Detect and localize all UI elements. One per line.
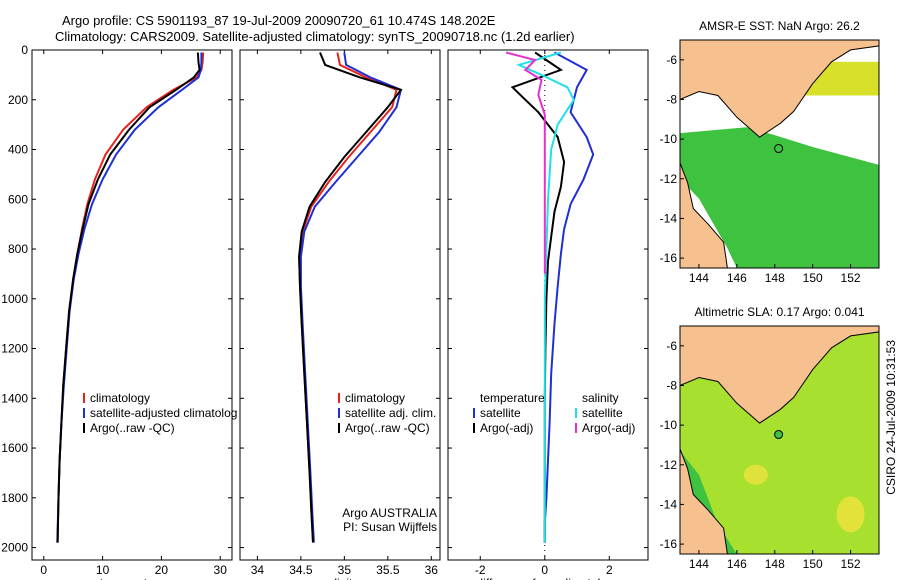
map-x-tick-label-0-0: 144 [689,271,709,285]
x-tick-label-0-2: 20 [155,563,169,577]
map-y-tick-label-0-1: -8 [666,92,677,106]
y-tick-label-8: 1600 [1,441,28,455]
series-line-2-3 [505,51,546,274]
series-line-2-2 [516,51,575,543]
map-y-tick-label-1-4: -14 [660,497,678,511]
series-line-0-2 [56,52,201,543]
map-y-tick-label-0-3: -12 [660,172,678,186]
map-x-tick-label-0-4: 152 [841,271,861,285]
series-line-1-0 [298,52,398,543]
sal-legend-label-2: Argo(..raw -QC) [345,421,430,435]
title-line-1: Argo profile: CS 5901193_87 19-Jul-2009 … [62,13,496,28]
y-tick-label-6: 1200 [1,342,28,356]
y-tick-label-1: 200 [8,93,28,107]
map-y-tick-label-0-5: -16 [660,251,678,265]
australia-land-1 [679,448,728,555]
argo-float-marker-0 [774,144,784,154]
temp-legend-label-0: climatology [90,391,150,405]
new-guinea-land-1 [679,325,880,424]
map-x-tick-label-1-0: 144 [689,557,709,571]
x-tick-label-0-1: 10 [96,563,110,577]
series-line-0-0 [56,52,205,543]
sla-yellow-blob [836,496,865,533]
diff-temp-legend-label-2: Argo(-adj) [480,421,533,435]
sla-yellow-blob-2 [743,464,768,485]
y-tick-label-10: 2000 [1,541,28,555]
series-line-0-1 [56,52,203,543]
y-tick-label-7: 1400 [1,391,28,405]
map-frame-1 [679,325,880,555]
map-y-tick-label-1-2: -10 [660,418,678,432]
plot-frame-0 [31,49,233,561]
map-x-tick-label-0-1: 146 [727,271,747,285]
y-tick-label-9: 1800 [1,491,28,505]
map-x-tick-label-1-3: 150 [803,557,823,571]
map-y-tick-label-0-2: -10 [660,132,678,146]
map-y-tick-label-1-0: -6 [666,339,677,353]
map-x-tick-label-0-3: 150 [803,271,823,285]
series-line-1-1 [299,52,403,543]
pi-name-label: PI: Susan Wijffels [343,520,437,534]
series-line-2-0 [543,51,595,543]
diff-temp-legend-label-1: satellite [480,406,521,420]
x-tick-label-2-2: 2 [606,563,613,577]
x-tick-label-1-3: 35.5 [376,563,400,577]
x-tick-label-1-0: 34 [251,563,265,577]
y-tick-label-5: 1000 [1,292,28,306]
sst-green-field [680,127,879,269]
diff-sal-legend-label-0: salinity [582,391,619,405]
map-title-1: Altimetric SLA: 0.17 Argo: 0.041 [694,305,864,319]
map-x-tick-label-0-2: 148 [765,271,785,285]
map-x-tick-label-1-2: 148 [765,557,785,571]
sal-legend-label-1: satellite adj. clim. [345,406,436,420]
diff-sal-legend-label-2: Argo(-adj) [582,421,635,435]
x-tick-label-1-2: 35 [338,563,352,577]
y-tick-label-4: 800 [8,242,28,256]
y-tick-label-0: 0 [21,43,28,57]
map-y-tick-label-1-3: -12 [660,458,678,472]
argo-float-marker-1 [774,430,784,440]
australia-land-0 [679,162,728,269]
map-frame-0 [679,39,880,269]
x-axis-label-2: difference from climatology [476,576,619,580]
csiro-timestamp-label: CSIRO 24-Jul-2009 10:31:53 [884,340,898,495]
x-tick-label-2-1: 0 [541,563,548,577]
map-title-0: AMSR-E SST: NaN Argo: 26.2 [699,19,860,33]
new-guinea-land-0 [679,39,880,138]
temp-legend-label-1: satellite-adjusted climatolog [90,406,237,420]
temp-legend-label-2: Argo(..raw -QC) [90,421,175,435]
plot-frame-2 [447,49,649,561]
diff-sal-legend-label-1: satellite [582,406,623,420]
map-x-tick-label-1-1: 146 [727,557,747,571]
diff-temp-legend-label-0: temperature [480,391,545,405]
x-tick-label-0-0: 0 [40,563,47,577]
x-axis-label-1: salinity [322,576,359,580]
series-line-1-2 [298,52,403,543]
plot-frame-1 [239,49,441,561]
x-tick-label-2-0: -2 [475,563,486,577]
y-tick-label-2: 400 [8,143,28,157]
x-tick-label-0-3: 30 [214,563,228,577]
x-tick-label-1-1: 34.5 [289,563,313,577]
map-y-tick-label-0-4: -14 [660,211,678,225]
argo-australia-label: Argo AUSTRALIA [342,506,437,520]
y-tick-label-3: 600 [8,192,28,206]
map-y-tick-label-1-5: -16 [660,537,678,551]
x-axis-label-0: temperature [100,576,165,580]
map-x-tick-label-1-4: 152 [841,557,861,571]
x-tick-label-1-4: 36 [425,563,439,577]
title-line-2: Climatology: CARS2009. Satellite-adjuste… [55,29,575,44]
sal-legend-label-0: climatology [345,391,405,405]
map-y-tick-label-0-0: -6 [666,53,677,67]
map-y-tick-label-1-1: -8 [666,378,677,392]
